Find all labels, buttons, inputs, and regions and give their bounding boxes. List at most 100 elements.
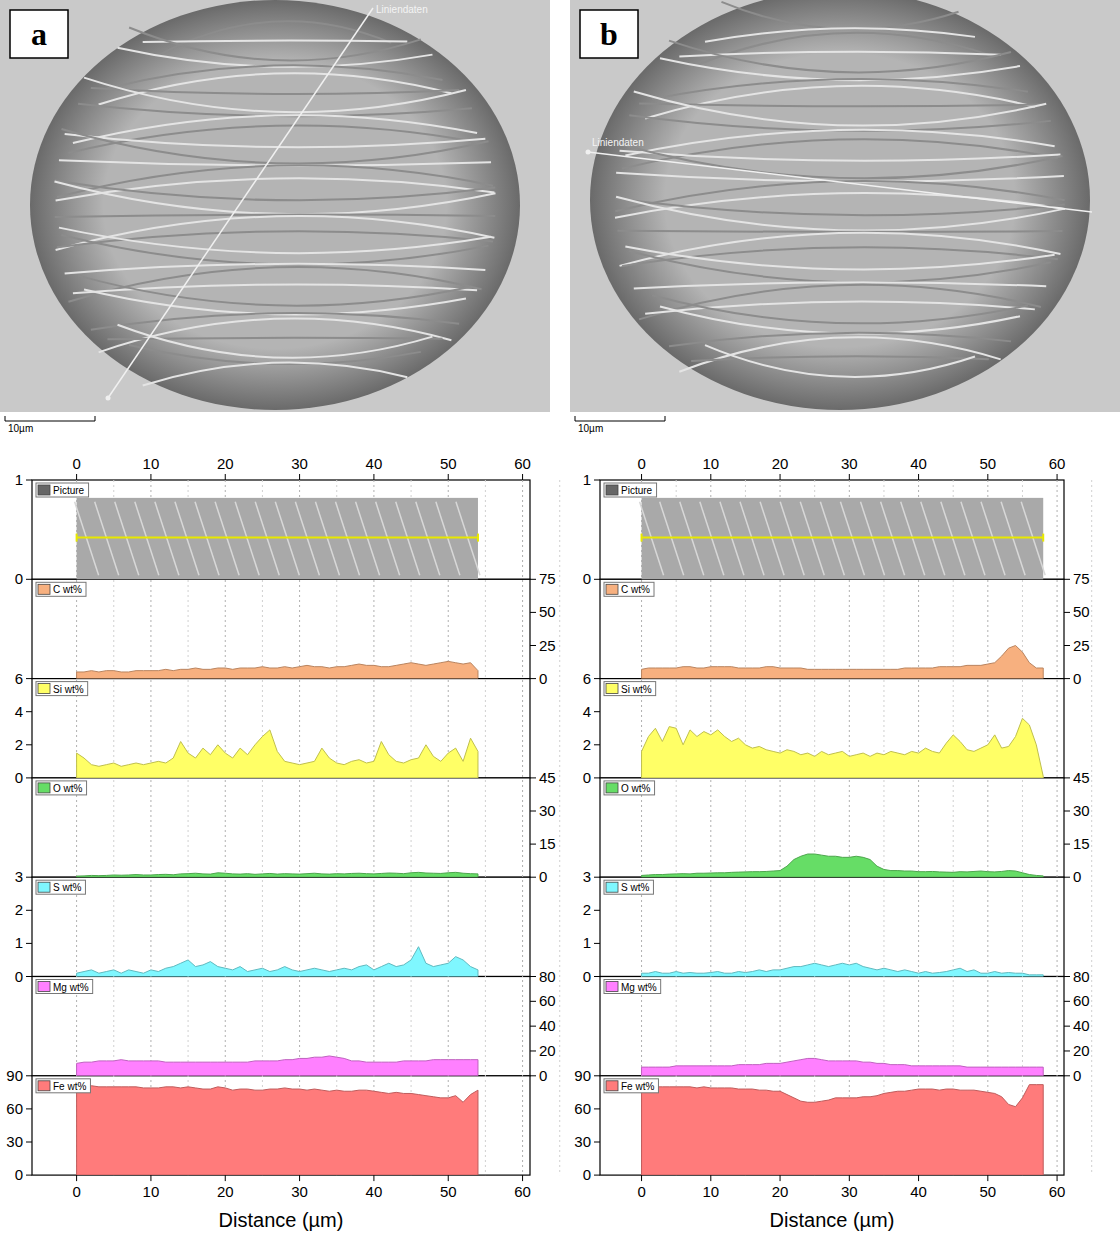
y-tick xyxy=(594,744,600,745)
profile-chart: 00101020203030404050506060Distance (µm)P… xyxy=(6,455,559,1231)
panel-letter: b xyxy=(600,16,618,52)
y-tick-label: 60 xyxy=(6,1100,23,1117)
y-tick xyxy=(594,943,600,944)
image-ground xyxy=(0,0,550,412)
y-tick-label: 75 xyxy=(1073,570,1090,587)
y-tick xyxy=(530,579,536,580)
element-profile-area xyxy=(77,1086,478,1175)
fiber xyxy=(620,233,1061,266)
panel-letter-box xyxy=(10,10,68,58)
y-tick-label: 0 xyxy=(583,570,591,587)
y-tick-label: 0 xyxy=(539,670,547,687)
x-tick xyxy=(225,474,226,480)
x-tick-label: 10 xyxy=(143,455,160,472)
panel-label: S wt% xyxy=(621,882,649,893)
series-group xyxy=(642,718,1044,778)
fiber xyxy=(118,48,433,67)
y-tick-label: 25 xyxy=(1073,637,1090,654)
panel-label: S wt% xyxy=(53,882,81,893)
y-tick xyxy=(594,1108,600,1109)
scan-line-end xyxy=(477,534,479,542)
series-group xyxy=(77,661,478,678)
panel-label: Picture xyxy=(53,485,85,496)
fiber xyxy=(639,104,1041,107)
fiber xyxy=(652,79,1028,99)
panel-label: Mg wt% xyxy=(53,982,89,993)
panel-label: C wt% xyxy=(621,584,650,595)
x-tick-label: 50 xyxy=(440,1183,457,1200)
panel-label-swatch xyxy=(38,485,50,495)
x-tick xyxy=(150,474,151,480)
x-axis-title: Distance (µm) xyxy=(219,1209,344,1231)
panel-frame xyxy=(600,679,1064,778)
y-tick-label: 30 xyxy=(574,1133,591,1150)
scale-bar xyxy=(5,416,95,421)
x-tick xyxy=(1057,474,1058,480)
panel-label: Fe wt% xyxy=(621,1081,654,1092)
fiber xyxy=(78,104,472,116)
fiber xyxy=(59,160,491,165)
element-profile-area xyxy=(77,661,478,678)
panel-label-swatch xyxy=(606,485,618,495)
y-tick xyxy=(530,678,536,679)
y-tick-label: 2 xyxy=(15,901,23,918)
y-tick xyxy=(1064,1050,1070,1051)
y-tick-label: 0 xyxy=(583,1166,591,1183)
x-tick-label: 0 xyxy=(637,455,645,472)
series-group xyxy=(77,947,478,977)
x-tick-label: 20 xyxy=(217,455,234,472)
y-tick-label: 6 xyxy=(15,670,23,687)
panel-label-box xyxy=(604,483,657,497)
y-tick-label: 1 xyxy=(15,471,23,488)
x-tick xyxy=(76,1175,77,1181)
y-tick xyxy=(26,910,32,911)
grid-line xyxy=(522,480,523,1175)
minor-grid-line xyxy=(559,480,560,1175)
y-tick xyxy=(594,711,600,712)
y-tick xyxy=(1064,844,1070,845)
y-tick-label: 90 xyxy=(574,1067,591,1084)
y-tick-label: 0 xyxy=(15,968,23,985)
fiber xyxy=(62,235,489,265)
series-group xyxy=(77,872,478,877)
y-tick-label: 2 xyxy=(583,736,591,753)
series-group xyxy=(642,646,1044,679)
y-tick xyxy=(26,579,32,580)
y-tick-label: 3 xyxy=(15,868,23,885)
x-tick xyxy=(849,1175,850,1181)
x-tick xyxy=(641,1175,642,1181)
y-tick-label: 50 xyxy=(539,603,556,620)
element-profile-area xyxy=(642,718,1044,778)
y-tick-label: 20 xyxy=(1073,1042,1090,1059)
panel-label-swatch xyxy=(606,783,618,793)
fiber xyxy=(84,290,466,315)
panel-frame xyxy=(32,579,530,678)
panel-letter: a xyxy=(31,16,47,52)
panel-frame xyxy=(32,877,530,976)
fiber xyxy=(65,264,486,274)
element-profile-area xyxy=(77,872,478,877)
panel-label-swatch xyxy=(38,1081,50,1091)
panel-label-box xyxy=(36,582,86,596)
sem-image xyxy=(0,0,550,412)
fiber xyxy=(634,91,1046,125)
scale-bar-label: 10µm xyxy=(578,423,603,434)
y-tick-label: 60 xyxy=(539,992,556,1009)
fiber xyxy=(625,130,1054,156)
x-tick xyxy=(710,474,711,480)
series-group xyxy=(77,1056,478,1076)
y-tick xyxy=(1064,1075,1070,1076)
x-tick-label: 0 xyxy=(637,1183,645,1200)
particle xyxy=(30,0,520,410)
y-tick-label: 4 xyxy=(583,703,591,720)
x-tick xyxy=(299,1175,300,1181)
y-tick-label: 1 xyxy=(583,471,591,488)
series-group xyxy=(77,1086,478,1175)
x-tick-label: 10 xyxy=(143,1183,160,1200)
scan-line xyxy=(588,152,1092,212)
fiber xyxy=(129,345,421,364)
y-tick-label: 25 xyxy=(539,637,556,654)
panel-label-swatch xyxy=(606,982,618,992)
fiber xyxy=(57,165,493,197)
x-tick-label: 20 xyxy=(772,1183,789,1200)
